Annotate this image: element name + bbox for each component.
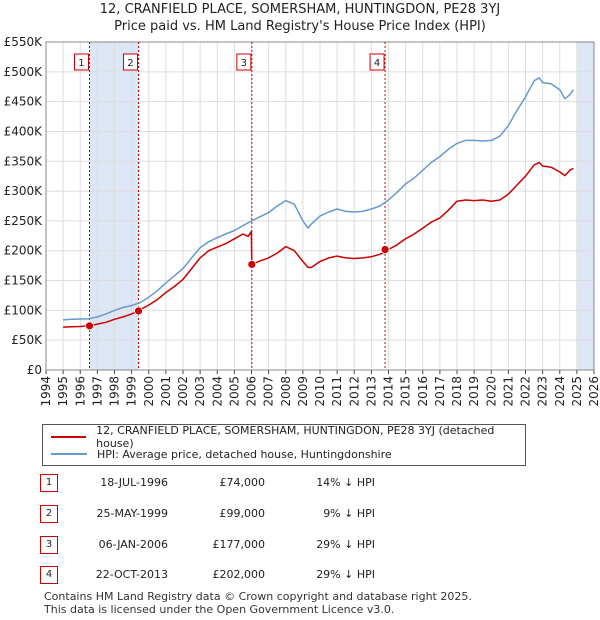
- x-tick-label: 1997: [90, 376, 104, 407]
- transaction-date: 22-OCT-2013: [95, 568, 168, 581]
- transaction-hpi: 29% ↓ HPI: [316, 568, 375, 581]
- x-tick-label: 2018: [450, 376, 464, 407]
- x-tick-label: 2002: [176, 376, 190, 407]
- chart-title: 12, CRANFIELD PLACE, SOMERSHAM, HUNTINGD…: [99, 2, 501, 17]
- x-tick-label: 2025: [570, 376, 584, 407]
- y-tick-label: £450K: [4, 95, 44, 109]
- y-tick-label: £50K: [11, 333, 43, 347]
- x-tick-label: 2003: [193, 376, 207, 407]
- transaction-label: 4: [374, 58, 380, 69]
- plot-frame: [45, 41, 595, 371]
- transaction-date: 06-JAN-2006: [98, 538, 168, 551]
- legend-label-property: 12, CRANFIELD PLACE, SOMERSHAM, HUNTINGD…: [96, 424, 495, 450]
- y-tick-label: £100K: [4, 303, 44, 317]
- transaction-point: [85, 321, 94, 331]
- legend-swatch-hpi: [51, 453, 87, 455]
- transaction-label-box: [236, 53, 252, 71]
- table-row: 3 06-JAN-2006 £177,000 29% ↓ HPI: [40, 536, 440, 554]
- x-tick-label: 2014: [382, 376, 396, 407]
- x-tick-label: 2021: [501, 376, 515, 407]
- transaction-marker: 1: [40, 474, 58, 492]
- transaction-date: 18-JUL-1996: [100, 476, 168, 489]
- y-tick-label: £150K: [4, 274, 44, 288]
- x-tick-label: 2023: [536, 376, 550, 407]
- y-tick-label: £0: [27, 363, 42, 377]
- legend-item-hpi: HPI: Average price, detached house, Hunt…: [51, 446, 392, 462]
- transaction-label-box: [73, 53, 89, 71]
- transaction-label: 3: [241, 58, 247, 69]
- footer-copyright: Contains HM Land Registry data © Crown c…: [44, 590, 472, 603]
- x-tick-label: 2007: [262, 376, 276, 407]
- y-tick-label: £250K: [4, 214, 44, 228]
- transaction-label: 1: [78, 58, 84, 69]
- hpi-line: [63, 77, 575, 321]
- transaction-point: [134, 306, 143, 316]
- x-tick-label: 2009: [296, 376, 310, 407]
- x-tick-label: 2024: [553, 376, 567, 407]
- transaction-price: £202,000: [212, 568, 266, 581]
- transaction-marker: 2: [40, 505, 58, 523]
- transaction-label-box: [369, 53, 385, 71]
- legend: 12, CRANFIELD PLACE, SOMERSHAM, HUNTINGD…: [42, 424, 526, 466]
- transaction-label: 2: [127, 58, 133, 69]
- transaction-hpi: 14% ↓ HPI: [316, 476, 375, 489]
- x-tick-label: 2005: [227, 376, 241, 407]
- x-tick-label: 2020: [484, 376, 498, 407]
- x-tick-label: 2008: [279, 376, 293, 407]
- x-tick-label: 2006: [245, 376, 259, 407]
- x-tick-label: 2004: [210, 376, 224, 407]
- chart-subtitle: Price paid vs. HM Land Registry's House …: [114, 19, 486, 34]
- x-tick-label: 2001: [159, 376, 173, 407]
- transaction-point: [380, 245, 390, 254]
- y-tick-label: £200K: [4, 244, 44, 258]
- table-row: 1 18-JUL-1996 £74,000 14% ↓ HPI: [40, 474, 440, 492]
- transaction-marker: 3: [40, 536, 58, 554]
- x-tick-label: 2000: [142, 376, 156, 407]
- transaction-hpi: 9% ↓ HPI: [323, 507, 375, 520]
- shaded-region: [576, 42, 594, 370]
- legend-label-hpi: HPI: Average price, detached house, Hunt…: [97, 447, 392, 461]
- transaction-price: £74,000: [219, 476, 266, 489]
- legend-item-property: 12, CRANFIELD PLACE, SOMERSHAM, HUNTINGD…: [51, 424, 525, 450]
- transaction-hpi: 29% ↓ HPI: [316, 538, 375, 551]
- table-row: 2 25-MAY-1999 £99,000 9% ↓ HPI: [40, 505, 440, 523]
- x-tick-label: 2015: [399, 376, 413, 407]
- footer-licence: This data is licensed under the Open Gov…: [44, 603, 395, 616]
- x-tick-label: 1996: [73, 376, 87, 407]
- x-tick-label: 2026: [587, 376, 600, 407]
- price-chart: £0 £50K £100K £150K £200K £250K £300K £350K £400…: [4, 35, 600, 407]
- x-tick-label: 2011: [330, 376, 344, 407]
- y-tick-label: £300K: [4, 184, 44, 198]
- y-tick-label: £500K: [4, 65, 44, 79]
- x-tick-label: 2012: [347, 376, 361, 407]
- x-tick-label: 2010: [313, 376, 327, 407]
- x-tick-label: 1995: [56, 376, 70, 407]
- x-tick-label: 2022: [519, 376, 533, 407]
- transaction-price: £177,000: [212, 538, 266, 551]
- legend-swatch-property: [51, 436, 87, 438]
- x-tick-label: 2017: [433, 376, 447, 407]
- transaction-price: £99,000: [219, 507, 266, 520]
- x-tick-label: 2016: [416, 376, 430, 407]
- x-tick-label: 1994: [39, 376, 53, 407]
- property-price-line: [63, 161, 574, 328]
- x-tick-label: 1998: [108, 376, 122, 407]
- x-tick-label: 2013: [364, 376, 378, 407]
- y-tick-label: £400K: [4, 124, 44, 138]
- transaction-point: [247, 260, 257, 269]
- transaction-date: 25-MAY-1999: [96, 507, 168, 520]
- x-tick-label: 2019: [467, 376, 481, 407]
- y-tick-label: £350K: [4, 154, 44, 168]
- x-tick-label: 1999: [125, 376, 139, 407]
- transaction-marker: 4: [40, 566, 58, 584]
- transaction-label-box: [122, 53, 138, 71]
- table-row: 4 22-OCT-2013 £202,000 29% ↓ HPI: [40, 566, 440, 584]
- y-tick-label: £550K: [4, 35, 44, 49]
